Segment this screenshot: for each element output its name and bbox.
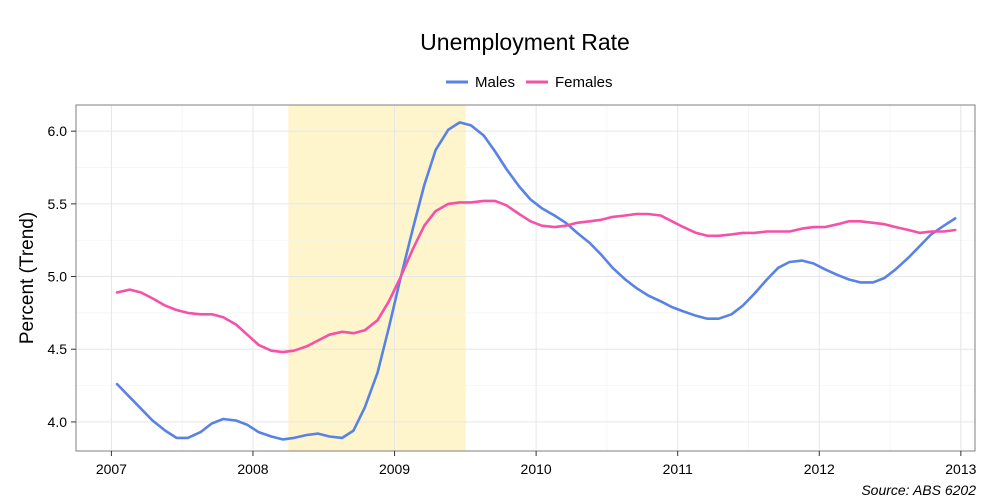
- x-tick-label: 2012: [804, 461, 835, 477]
- y-tick-label: 6.0: [48, 123, 68, 139]
- y-axis-title: Percent (Trend): [17, 212, 38, 344]
- legend-label-males: Males: [475, 74, 515, 91]
- y-tick-label: 5.5: [48, 196, 68, 212]
- plot-panel-border: [75, 104, 976, 452]
- x-tick-label: 2008: [237, 461, 268, 477]
- x-tick-label: 2007: [96, 461, 127, 477]
- source-note: Source: ABS 6202: [861, 482, 976, 498]
- y-tick-label: 4.0: [48, 414, 68, 430]
- y-tick-label: 4.5: [48, 341, 68, 357]
- x-tick-label: 2011: [663, 461, 693, 477]
- x-tick-label: 2010: [521, 461, 552, 477]
- x-tick-label: 2013: [945, 461, 976, 477]
- chart-title: Unemployment Rate: [420, 29, 630, 55]
- shaded-region: [288, 105, 466, 451]
- x-tick-label: 2009: [379, 461, 410, 477]
- series-line-females: [115, 199, 957, 354]
- legend: Males Females: [446, 74, 613, 91]
- y-tick-label: 5.0: [48, 269, 68, 285]
- legend-label-females: Females: [555, 74, 613, 91]
- series-line-males: [115, 121, 957, 441]
